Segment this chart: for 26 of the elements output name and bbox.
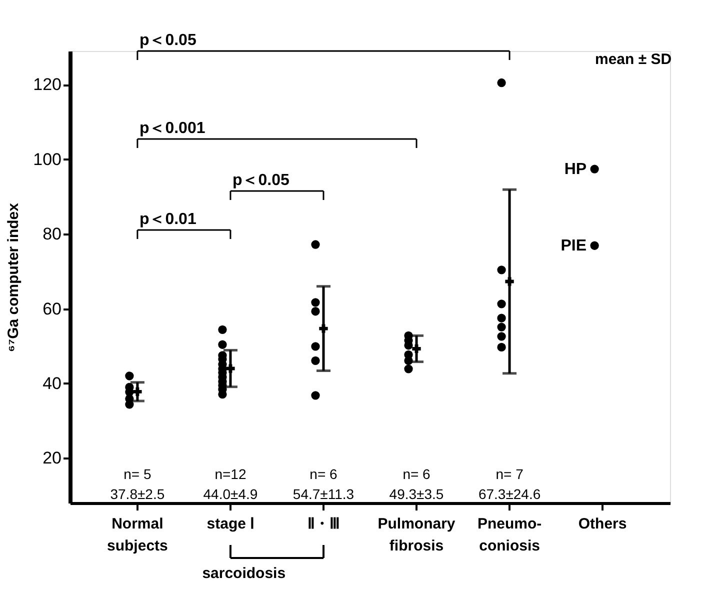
annotation: n= 5 37.8±2.5	[110, 466, 165, 502]
text: sarcoidosis	[202, 565, 286, 582]
x-tick-label: stage Ⅰ	[206, 516, 254, 532]
annotation: n=12 44.0±4.9	[203, 466, 258, 502]
x-tick-label: Ⅱ・Ⅲ	[307, 516, 340, 532]
x-tick-label: Others	[578, 516, 627, 532]
annotation: p＜0.001	[139, 120, 206, 137]
annotation: p＜0.05	[232, 172, 290, 189]
annotation: PIE	[560, 238, 587, 255]
x-tick-label: Pneumo- coniosis	[477, 516, 542, 554]
text: p＜0.05	[139, 32, 196, 49]
y-axis-title: ⁶⁷Ga computer index	[5, 202, 22, 352]
annotation: p＜0.01	[139, 211, 196, 228]
x-tick-label: Normal subjects	[107, 516, 168, 554]
annotation: n= 6 54.7±11.3	[292, 466, 354, 502]
y-tick-label: 100	[33, 150, 62, 169]
x-tick-label: Pulmonary fibrosis	[378, 516, 456, 554]
annotation: HP	[564, 161, 587, 178]
y-tick-label: 40	[42, 374, 62, 393]
y-tick-label: 20	[42, 448, 62, 468]
annotation: n= 7 67.3±24.6	[478, 466, 541, 502]
annotation: mean ± SD	[595, 51, 672, 68]
annotation: n= 6 49.3±3.5	[389, 466, 444, 502]
y-tick-label: 80	[42, 224, 62, 244]
y-tick-label: 60	[42, 299, 62, 318]
y-tick-label: 120	[33, 75, 62, 94]
